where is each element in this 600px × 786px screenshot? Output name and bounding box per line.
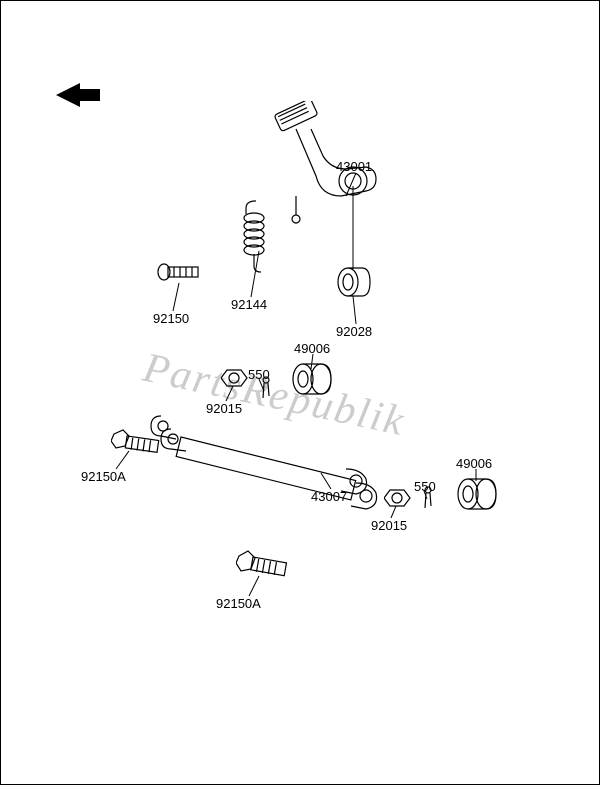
diagram-canvas: PartsRepublik <box>0 0 600 785</box>
leader-lines <box>1 1 600 786</box>
